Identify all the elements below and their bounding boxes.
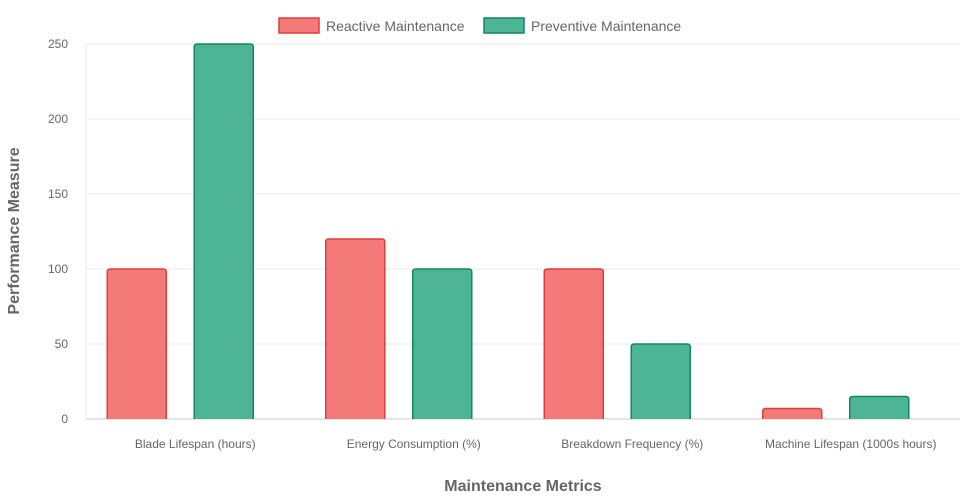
bar-preventive-maintenance-blade-lifespan-hours[interactable] bbox=[193, 43, 254, 419]
y-axis-title: Performance Measure bbox=[6, 147, 23, 314]
legend-item-preventive-maintenance[interactable]: Preventive Maintenance bbox=[483, 17, 681, 34]
y-tick-label: 250 bbox=[48, 37, 68, 51]
y-tick-label: 100 bbox=[48, 262, 68, 276]
legend-swatch bbox=[483, 17, 525, 34]
x-tick-label: Machine Lifespan (1000s hours) bbox=[765, 437, 936, 451]
bar-reactive-maintenance-energy-consumption[interactable] bbox=[325, 238, 386, 419]
x-axis-ticks: Blade Lifespan (hours) Energy Consumption… bbox=[135, 437, 937, 451]
legend-swatch bbox=[278, 17, 320, 34]
legend-label: Preventive Maintenance bbox=[531, 18, 681, 34]
y-axis-ticks: 0 50 100 150 200 250 bbox=[48, 37, 68, 426]
x-tick-label: Energy Consumption (%) bbox=[347, 437, 481, 451]
legend-label: Reactive Maintenance bbox=[326, 18, 465, 34]
bar-reactive-maintenance-machine-lifespan-1000s-hours[interactable] bbox=[762, 407, 823, 420]
legend[interactable]: Reactive Maintenance Preventive Maintenan… bbox=[278, 17, 681, 34]
legend-item-reactive-maintenance[interactable]: Reactive Maintenance bbox=[278, 17, 465, 34]
y-tick-label: 0 bbox=[61, 412, 68, 426]
x-tick-label: Breakdown Frequency (%) bbox=[561, 437, 703, 451]
x-tick-label: Blade Lifespan (hours) bbox=[135, 437, 256, 451]
bar-reactive-maintenance-blade-lifespan-hours[interactable] bbox=[106, 268, 167, 419]
bar-preventive-maintenance-breakdown-frequency[interactable] bbox=[630, 343, 691, 419]
bars bbox=[106, 43, 910, 420]
x-axis-title: Maintenance Metrics bbox=[444, 478, 601, 495]
bar-preventive-maintenance-machine-lifespan-1000s-hours[interactable] bbox=[849, 395, 910, 420]
y-tick-label: 200 bbox=[48, 112, 68, 126]
y-tick-label: 50 bbox=[55, 337, 69, 351]
y-tick-label: 150 bbox=[48, 187, 68, 201]
bar-reactive-maintenance-breakdown-frequency[interactable] bbox=[543, 268, 604, 419]
bar-preventive-maintenance-energy-consumption[interactable] bbox=[412, 268, 473, 419]
